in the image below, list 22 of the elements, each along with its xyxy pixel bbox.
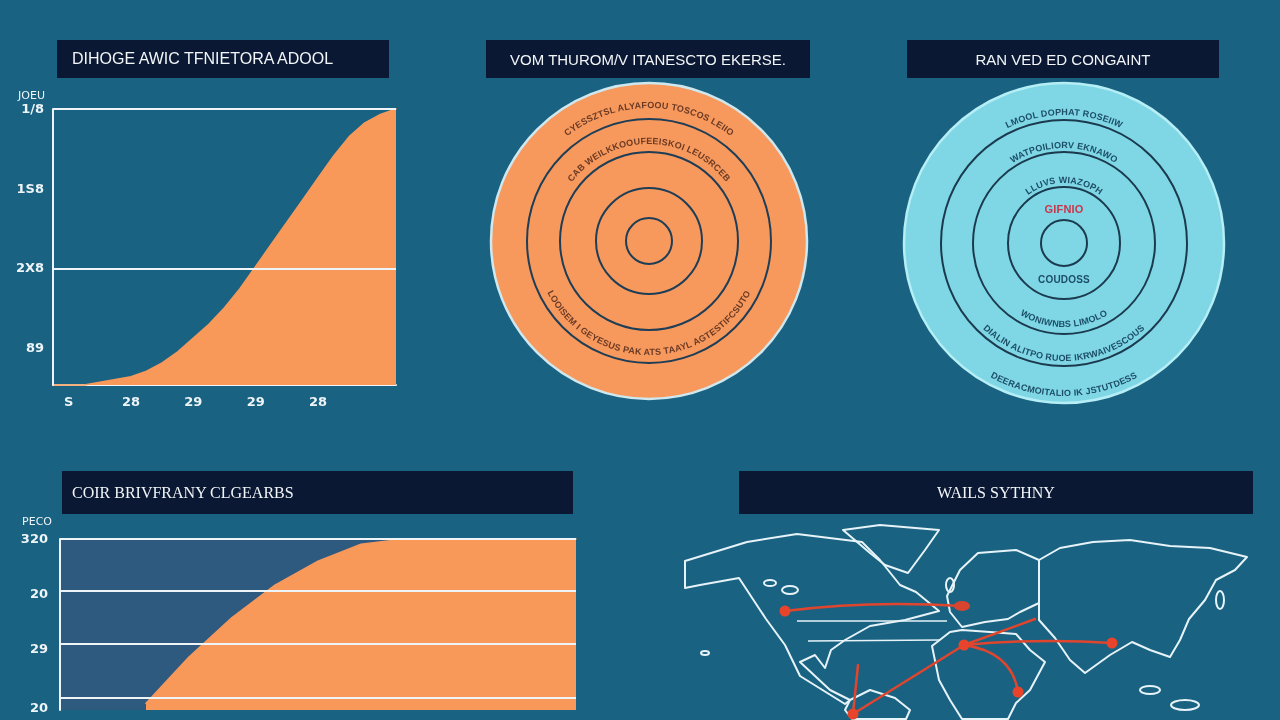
text: RAN VED ED CONGAINT bbox=[975, 50, 1151, 68]
text: 89 bbox=[25, 340, 44, 356]
text: WAILS SYTHNY bbox=[937, 483, 1055, 502]
y-axis-title: PECO bbox=[22, 515, 53, 528]
text: 20 bbox=[29, 586, 48, 602]
text: 20 bbox=[29, 700, 48, 716]
text: COUDOSS bbox=[1038, 273, 1091, 285]
text: 2X8 bbox=[15, 260, 44, 276]
text: 29 bbox=[29, 641, 48, 657]
chart-title: COIR BRIVFRANY CLGEARBS bbox=[72, 483, 294, 502]
x-tick-label: S bbox=[63, 394, 74, 409]
x-tick-label: 28 bbox=[121, 394, 140, 409]
chart-title: DIHOGE AWIC TFNIETORA ADOOL bbox=[72, 50, 334, 68]
text: VOM THUROM/V ITANESCTO EKERSE. bbox=[510, 50, 786, 68]
text: 1/8 bbox=[21, 101, 44, 117]
x-tick-label: 29 bbox=[246, 394, 265, 409]
x-tick-label: 28 bbox=[309, 394, 328, 409]
text: 1S8 bbox=[16, 181, 44, 197]
text: GIFNIO bbox=[1044, 202, 1084, 215]
text: 320 bbox=[20, 531, 48, 547]
y-axis-title: JOEU bbox=[17, 89, 45, 102]
x-tick-label: 29 bbox=[184, 394, 203, 409]
